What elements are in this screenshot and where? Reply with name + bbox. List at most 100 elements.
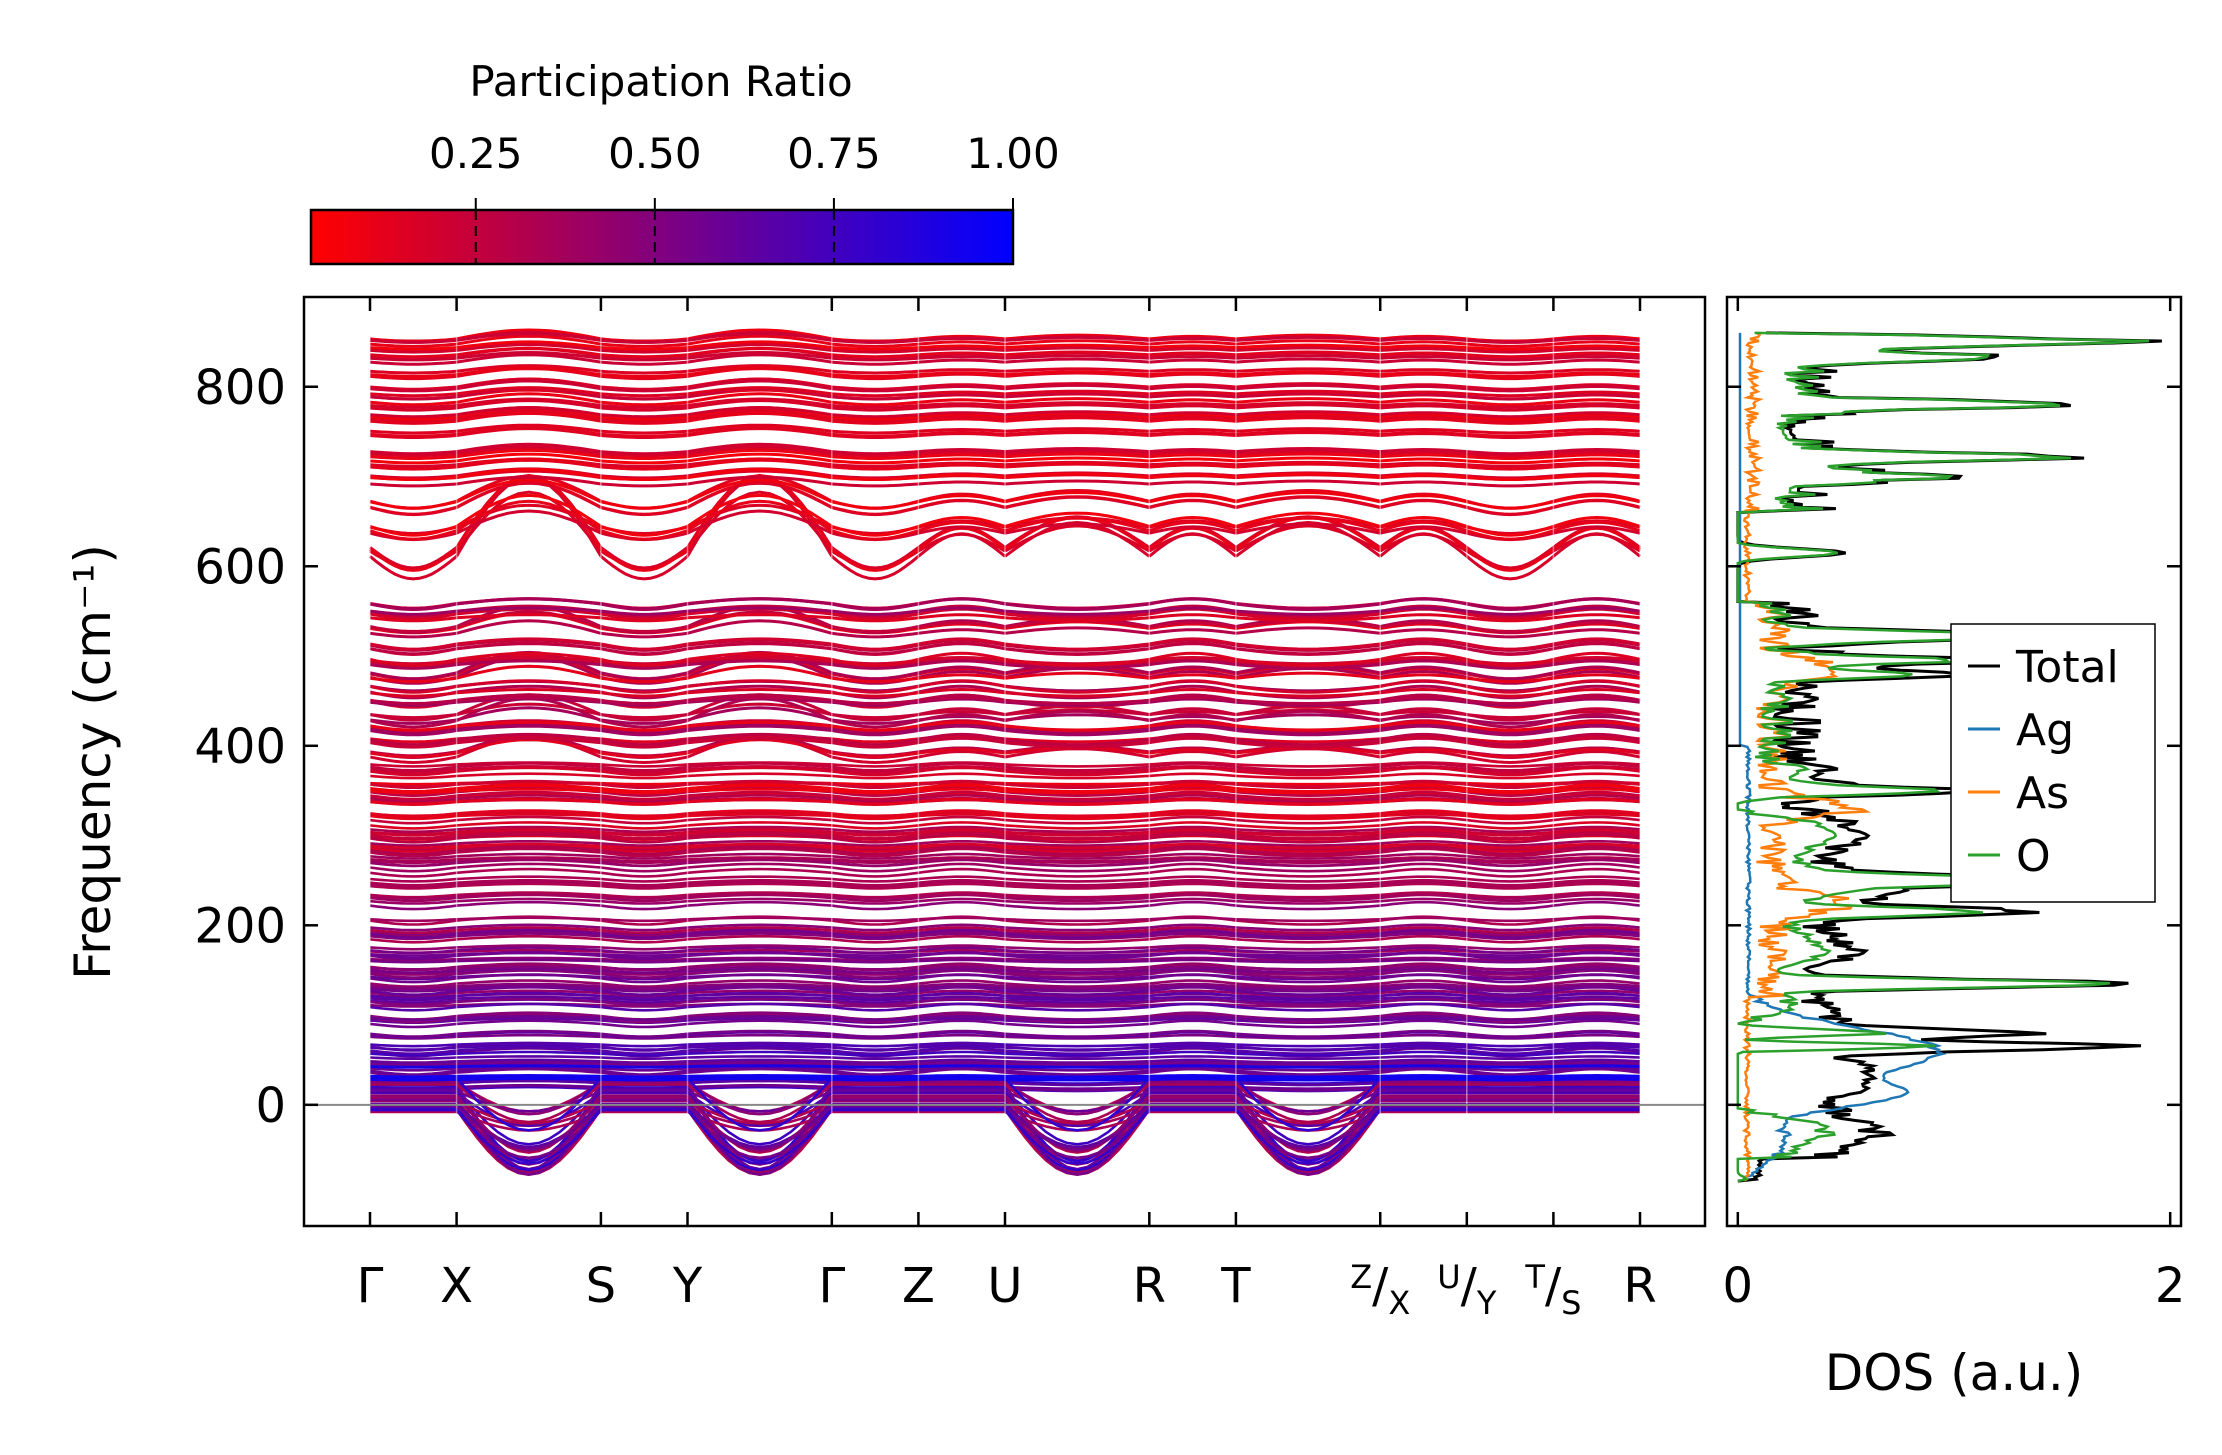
band-line [831,977,919,984]
band-line [1004,824,1150,830]
band-line [369,814,457,821]
band-line [1553,673,1641,680]
band-line [831,953,919,960]
band-line [1004,763,1150,768]
band-line [1235,957,1381,962]
band-line [1466,1045,1554,1052]
band-line [687,788,832,793]
band-line [600,738,688,747]
band-line [1466,794,1554,801]
band-line [1380,979,1467,985]
band-line [831,904,919,911]
band-line [1004,456,1150,463]
band-line [1553,385,1641,391]
band-line [831,1003,919,1008]
band-line [1149,371,1236,377]
band-line [369,899,457,905]
band-line [1466,671,1554,681]
band-line [687,1050,832,1055]
band-line [918,398,1006,404]
band-line [1380,340,1467,346]
band-line [369,834,457,840]
band-line [687,1067,832,1074]
band-line [369,395,457,401]
band-line [369,989,457,997]
band-line [600,482,688,488]
band-line [1004,946,1150,951]
band-line [687,364,832,373]
band-line [918,1044,1006,1049]
band-line [1149,979,1237,985]
band-line [369,1000,457,1007]
band-line [600,790,688,798]
band-line [1235,812,1381,818]
band-line [1149,687,1237,695]
band-line [1380,969,1467,976]
band-line [831,404,919,409]
band-line [918,815,1006,822]
band-line [1004,781,1150,786]
band-line [1235,1032,1381,1038]
band-line [918,928,1006,936]
band-line [687,1019,832,1026]
band-line [600,842,688,847]
band-line [687,720,832,728]
band-line [600,616,688,623]
band-line [1553,383,1641,389]
band-line [369,787,457,793]
k-label-slash: / [1461,1258,1478,1314]
band-line [1235,896,1381,903]
band-line [1380,821,1467,827]
band-line [1004,904,1150,911]
band-line [918,659,1006,667]
band-line [1149,926,1237,932]
band-line [456,736,602,745]
band-line [918,897,1006,903]
band-line [687,950,832,957]
band-line [1235,794,1381,801]
band-line [1235,490,1381,504]
band-line [687,997,832,1004]
band-line [600,529,688,541]
band-line [831,657,919,668]
band-line [1004,861,1150,868]
band-line [1149,430,1236,436]
band-line [687,935,832,941]
band-line [1553,1077,1641,1081]
band-line [831,818,919,825]
band-line [369,414,457,421]
band-line [456,1011,602,1018]
band-line [1149,1011,1237,1018]
band-line [1553,1046,1641,1053]
band-line [1004,685,1150,694]
band-line [686,509,833,535]
band-line [1380,383,1467,389]
band-line [600,342,688,348]
band-line [1004,928,1150,934]
band-line [1149,597,1237,606]
band-line [831,413,919,419]
band-line [686,1081,833,1116]
band-line [1379,651,1468,661]
band-line [1235,1086,1381,1092]
band-line [600,877,688,883]
band-line [1466,895,1554,900]
k-label-top: U [1437,1258,1460,1296]
band-line [1148,707,1237,716]
band-line [600,800,688,807]
band-line [600,946,688,951]
band-line [600,452,688,458]
band-line [1553,867,1641,875]
band-line [831,369,919,375]
band-line [687,1041,832,1049]
band-line [918,1073,1006,1078]
band-line [831,346,919,351]
band-line [1004,789,1150,795]
band-line [1004,511,1150,528]
band-line [1235,450,1381,456]
band-line [831,1032,919,1038]
band-line [1380,926,1467,932]
band-line [1235,642,1381,651]
band-line [687,346,833,357]
band-line [831,946,919,951]
